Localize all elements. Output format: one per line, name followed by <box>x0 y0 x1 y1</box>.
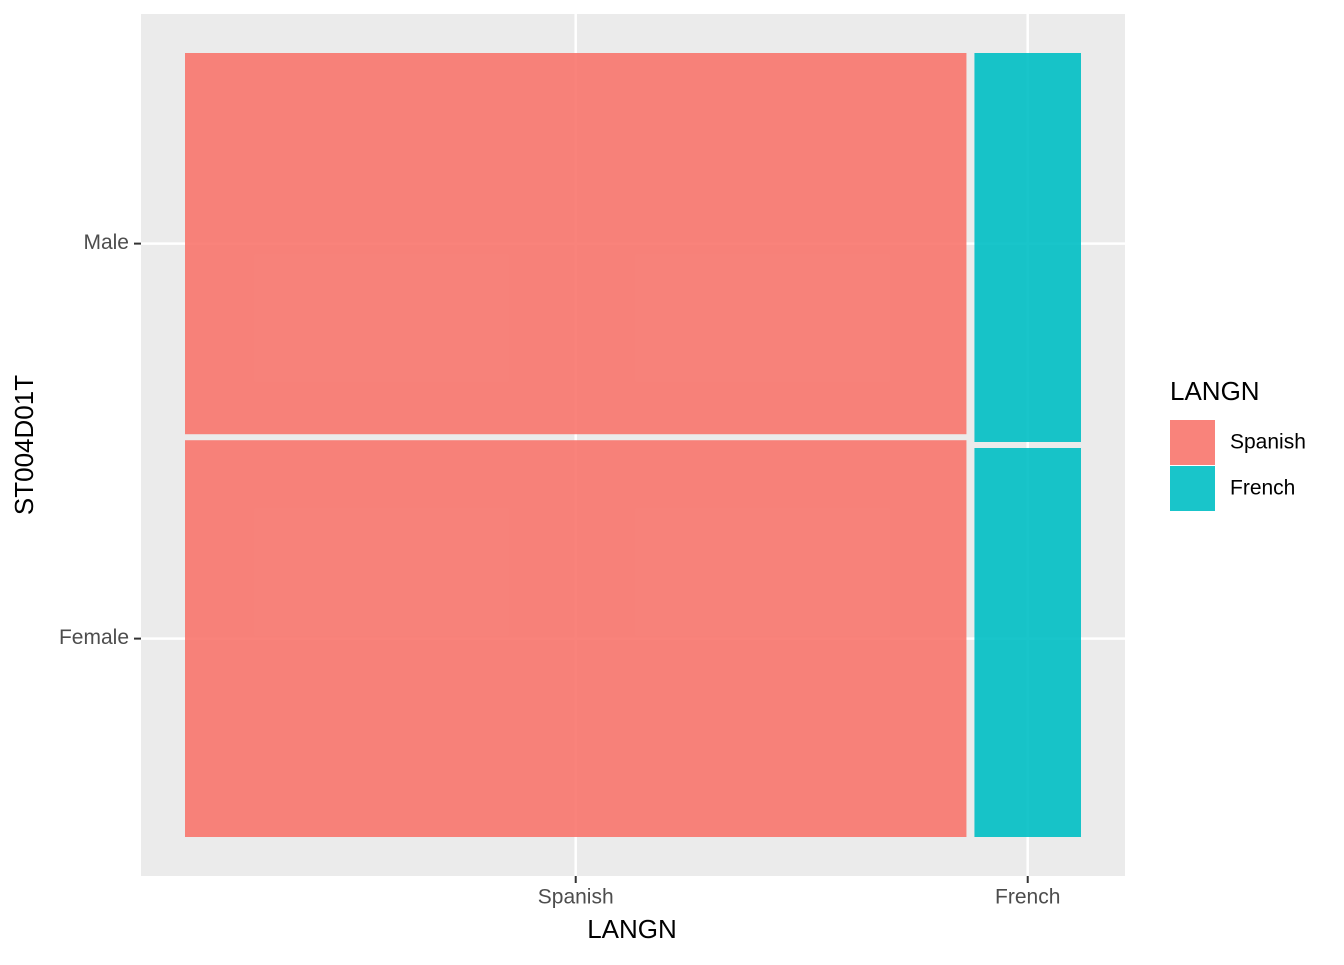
mosaic-tile <box>185 53 967 435</box>
mosaic-tile <box>974 53 1081 442</box>
legend-swatch <box>1170 420 1215 465</box>
x-axis-title: LANGN <box>587 914 677 944</box>
y-tick-label: Male <box>83 231 129 254</box>
legend-swatch <box>1170 466 1215 511</box>
mosaic-tile <box>185 440 967 837</box>
mosaic-tile <box>974 448 1081 837</box>
x-tick-label: Spanish <box>538 886 614 909</box>
x-tick-label: French <box>995 886 1060 909</box>
legend-title: LANGN <box>1170 376 1260 406</box>
y-axis-title: ST004D01T <box>9 375 39 515</box>
legend-label: Spanish <box>1230 431 1306 454</box>
legend-label: French <box>1230 477 1295 500</box>
y-tick-label: Female <box>59 626 129 649</box>
